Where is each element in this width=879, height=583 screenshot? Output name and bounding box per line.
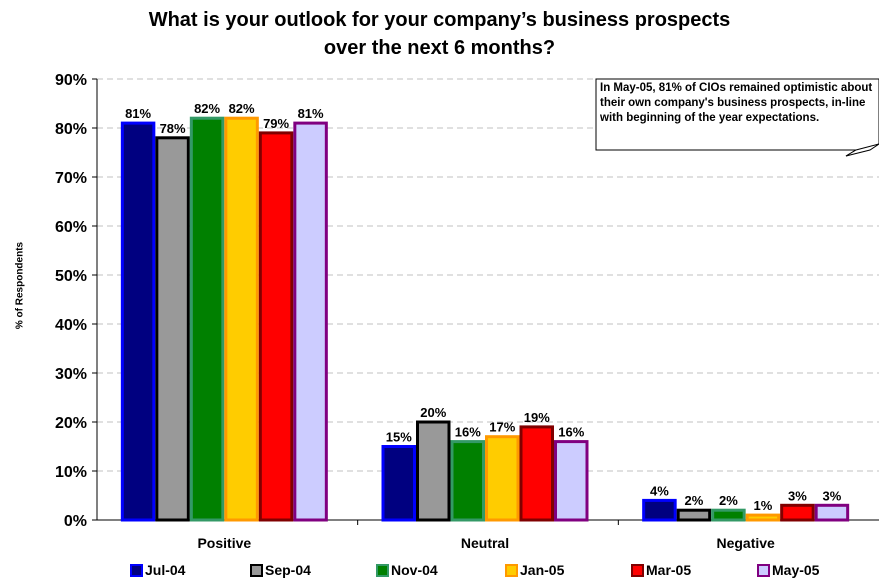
bar-mar-05-neutral	[519, 425, 554, 522]
data-label: 15%	[386, 430, 412, 445]
chart-title-line-1: What is your outlook for your company’s …	[148, 9, 731, 31]
chart-title-line-2: over the next 6 months?	[323, 37, 556, 59]
y-tick-label: 20%	[55, 415, 87, 432]
data-label: 19%	[524, 410, 550, 425]
data-label: 3%	[823, 488, 842, 503]
x-tick-label: Neutral	[461, 535, 509, 551]
data-label: 2%	[685, 493, 704, 508]
y-tick-label: 40%	[55, 317, 87, 334]
y-tick-label: 90%	[55, 72, 87, 89]
legend-label: Jul-04	[145, 562, 186, 578]
bar-nov-04-neutral	[450, 440, 485, 522]
bar-sep-04-negative	[676, 508, 712, 522]
bars	[120, 116, 850, 522]
y-tick-label: 80%	[55, 121, 87, 138]
data-label: 16%	[455, 425, 481, 440]
data-label: 20%	[420, 405, 446, 420]
legend-swatch	[505, 563, 518, 577]
data-label: 3%	[788, 488, 807, 503]
y-tick-label: 60%	[55, 219, 87, 236]
legend-item-nov-04: Nov-04	[376, 562, 438, 578]
legend-item-jul-04: Jul-04	[130, 562, 185, 578]
bar-sep-04-positive	[155, 136, 190, 522]
data-label: 2%	[719, 493, 738, 508]
legend-swatch	[631, 563, 644, 577]
data-labels: 81% 78% 82% 82% 79% 81% 15% 20% 16% 17% 19% 16% 4% 2%…	[125, 101, 842, 513]
data-label: 82%	[194, 101, 220, 116]
bar-nov-04-positive	[189, 116, 225, 522]
bar-sep-04-neutral	[416, 420, 451, 522]
legend-label: Mar-05	[646, 562, 692, 578]
annotation-text: In May-05, 81% of CIOs remained optimist…	[600, 82, 873, 124]
bar-mar-05-positive	[258, 131, 294, 522]
data-label: 1%	[754, 498, 773, 513]
bar-jul-04-positive	[120, 121, 156, 522]
legend: Jul-04 Sep-04 Nov-04 Jan-05 Mar-05 May-05	[0, 562, 879, 582]
legend-item-may-05: May-05	[757, 562, 819, 578]
data-label: 16%	[558, 425, 584, 440]
bar-nov-04-negative	[711, 508, 746, 522]
bar-jan-05-negative	[745, 513, 781, 522]
y-tick-label: 50%	[55, 268, 87, 285]
bar-may-05-positive	[293, 121, 328, 522]
bar-jul-04-neutral	[381, 445, 416, 522]
legend-swatch	[376, 563, 389, 577]
data-label: 82%	[229, 101, 255, 116]
data-label: 17%	[489, 420, 515, 435]
legend-label: Sep-04	[265, 562, 311, 578]
x-tick-label: Negative	[716, 535, 775, 551]
legend-label: May-05	[772, 562, 820, 578]
annotation-callout	[595, 78, 879, 157]
legend-item-sep-04: Sep-04	[250, 562, 311, 578]
data-label: 4%	[650, 483, 669, 498]
bar-jan-05-neutral	[485, 435, 520, 522]
bar-may-05-neutral	[554, 440, 589, 522]
legend-item-mar-05: Mar-05	[631, 562, 691, 578]
legend-swatch	[130, 563, 143, 577]
bar-may-05-negative	[814, 503, 850, 522]
bar-jan-05-positive	[224, 116, 259, 522]
legend-swatch	[757, 563, 770, 577]
data-label: 78%	[160, 121, 186, 136]
y-tick-label: 70%	[55, 170, 87, 187]
legend-item-jan-05: Jan-05	[505, 562, 564, 578]
annotation-fold	[845, 143, 879, 157]
legend-label: Jan-05	[520, 562, 565, 578]
bar-mar-05-negative	[780, 503, 815, 522]
data-label: 79%	[263, 116, 289, 131]
y-tick-label: 30%	[55, 366, 87, 383]
data-label: 81%	[125, 106, 151, 121]
legend-swatch	[250, 563, 263, 577]
bar-jul-04-negative	[642, 498, 677, 522]
data-label: 81%	[298, 106, 324, 121]
y-tick-label: 10%	[55, 464, 87, 481]
x-tick-label: Positive	[197, 535, 251, 551]
y-tick-label: 0%	[64, 513, 87, 530]
legend-label: Nov-04	[391, 562, 438, 578]
